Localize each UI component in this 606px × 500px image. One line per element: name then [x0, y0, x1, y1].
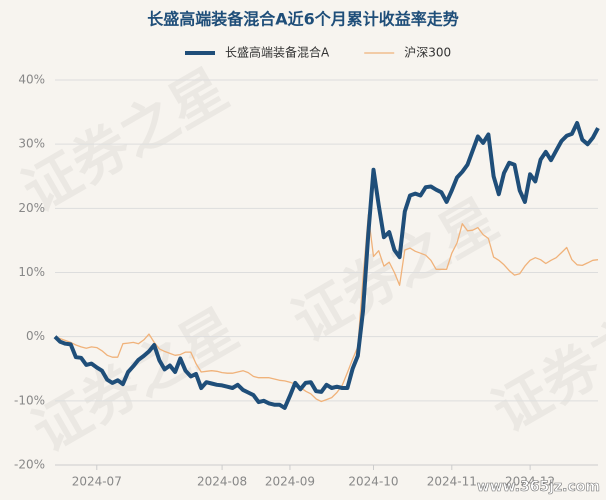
y-tick-label: 40% — [18, 73, 45, 87]
x-tick-label: 2024-09 — [265, 475, 315, 489]
legend-label: 沪深300 — [404, 46, 451, 60]
y-tick-label: 30% — [18, 137, 45, 151]
chart-title: 长盛高端装备混合A近6个月累计收益率走势 — [147, 10, 459, 29]
legend-label: 长盛高端装备混合A — [225, 45, 330, 60]
site-watermark: www.365jz.com — [477, 479, 600, 495]
y-tick-label: 20% — [18, 201, 45, 215]
x-tick-label: 2024-11 — [427, 475, 477, 489]
x-tick-label: 2024-08 — [197, 475, 247, 489]
y-tick-label: -10% — [14, 393, 45, 407]
x-tick-label: 2024-12 — [505, 475, 555, 489]
x-tick-label: 2024-10 — [348, 475, 398, 489]
y-tick-label: 0% — [26, 329, 45, 343]
y-tick-label: -20% — [14, 458, 45, 472]
series-line — [54, 214, 599, 403]
legend: 长盛高端装备混合A 沪深300 — [185, 45, 451, 60]
series-line — [53, 121, 600, 410]
y-tick-label: 10% — [18, 265, 45, 279]
x-tick-label: 2024-07 — [72, 475, 122, 489]
